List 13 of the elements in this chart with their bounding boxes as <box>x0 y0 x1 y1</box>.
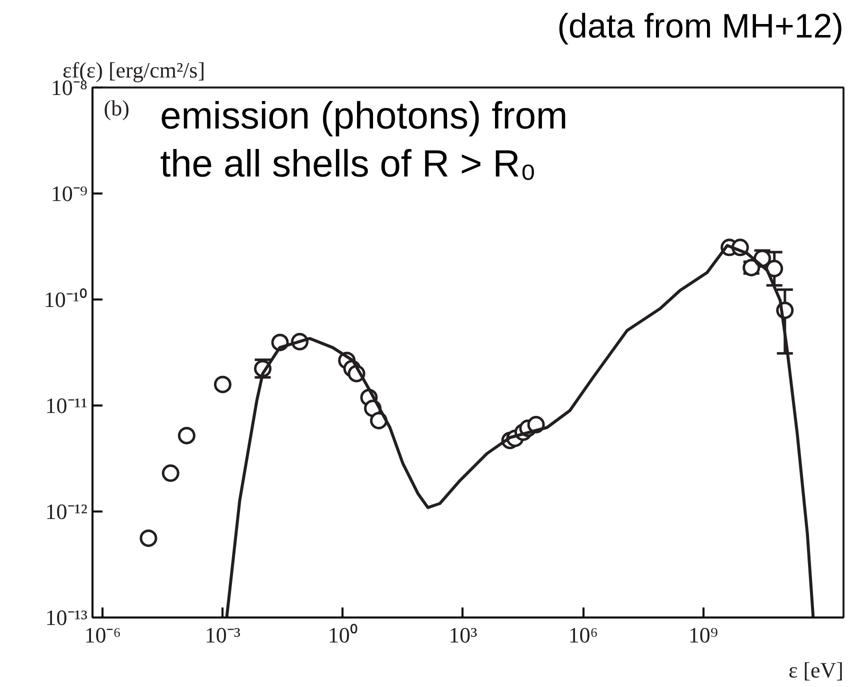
x-tick-label: 10⁰ <box>328 622 358 648</box>
y-tick-label: 10⁻¹⁰ <box>44 287 88 312</box>
chart-title: (data from MH+12) <box>557 8 844 46</box>
x-axis-title: ε [eV] <box>788 658 844 682</box>
y-tick-label: 10⁻⁹ <box>50 181 88 206</box>
x-tick-label: 10⁻³ <box>204 622 241 648</box>
y-tick-label: 10⁻¹² <box>45 499 88 524</box>
y-tick-label: 10⁻¹¹ <box>45 393 88 418</box>
x-tick-label: 10⁹ <box>688 622 718 648</box>
annotation: emission (photons) from the all shells of R > R₀ <box>160 95 568 186</box>
annotation: (b) <box>104 95 130 120</box>
x-tick-label: 10³ <box>448 622 478 648</box>
x-tick-label: 10⁶ <box>568 622 598 648</box>
